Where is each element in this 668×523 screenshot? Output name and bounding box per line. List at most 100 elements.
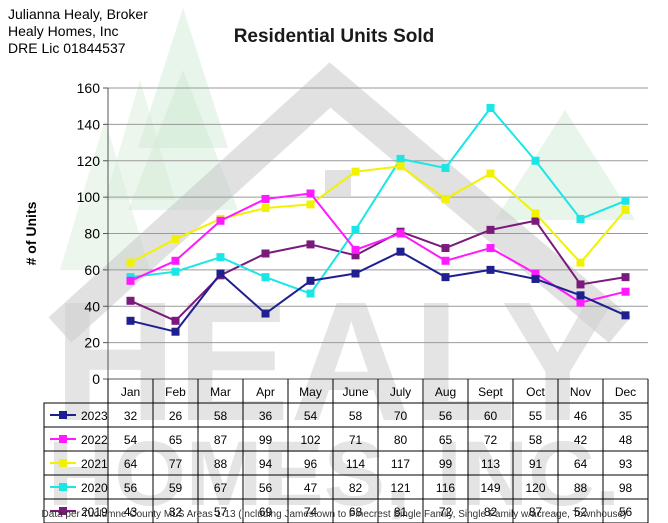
broker-license: DRE Lic 01844537: [8, 40, 126, 56]
data-point-2021: [126, 258, 135, 267]
data-point-2020: [171, 267, 180, 276]
table-cell-value: 94: [259, 457, 273, 471]
y-tick-label: 100: [77, 189, 101, 205]
data-point-2020: [216, 253, 225, 262]
legend-marker-2020: [59, 483, 67, 491]
table-cell-value: 43: [124, 505, 138, 519]
legend-label: 2023: [81, 409, 108, 423]
legend-label: 2019: [81, 505, 108, 519]
chart-title: Residential Units Sold: [233, 26, 435, 47]
legend-marker-2021: [59, 459, 67, 467]
category-label: Apr: [256, 385, 275, 399]
table-cell-value: 81: [394, 505, 408, 519]
table-cell-value: 87: [214, 433, 228, 447]
table-cell-value: 98: [619, 481, 633, 495]
data-point-2020: [396, 154, 405, 163]
table-cell-value: 80: [394, 433, 408, 447]
legend-marker-2019: [59, 507, 67, 515]
category-label: Oct: [526, 385, 545, 399]
series-line-2022: [130, 192, 626, 304]
data-point-2022: [351, 245, 360, 254]
series-line-2023: [130, 250, 626, 333]
data-point-2019: [261, 249, 270, 258]
table-cell-value: 56: [259, 481, 273, 495]
table-cell-value: 120: [525, 481, 545, 495]
data-point-2019: [531, 216, 540, 225]
legend-marker-2022: [59, 435, 67, 443]
data-point-2023: [306, 276, 315, 285]
category-label: Aug: [435, 385, 456, 399]
table-cell-value: 67: [214, 481, 228, 495]
table-cell-value: 114: [346, 457, 365, 471]
table-cell-value: 56: [439, 409, 453, 423]
y-tick-label: 20: [84, 335, 100, 351]
y-tick-label: 120: [77, 153, 101, 169]
tree-shape: [60, 120, 150, 270]
data-point-2022: [126, 276, 135, 285]
table-cell-value: 82: [484, 505, 498, 519]
legend-label: 2021: [81, 457, 108, 471]
table-cell-value: 65: [439, 433, 453, 447]
data-point-2022: [621, 287, 630, 296]
table-cell-value: 42: [574, 433, 588, 447]
watermark-text-line2: HOMES, INC.: [48, 423, 620, 523]
y-tick-label: 60: [84, 262, 100, 278]
data-point-2022: [306, 189, 315, 198]
table-cell-value: 32: [169, 505, 183, 519]
series-line-2020: [130, 107, 626, 295]
table-cell-value: 116: [436, 481, 455, 495]
table-cell-value: 72: [439, 505, 453, 519]
data-point-2020: [351, 225, 360, 234]
table-cell-value: 113: [481, 457, 500, 471]
data-point-2023: [126, 316, 135, 325]
legend-marker-2023: [59, 411, 67, 419]
category-label: Feb: [165, 385, 186, 399]
data-point-2021: [351, 167, 360, 176]
table-cell-value: 35: [619, 409, 633, 423]
data-point-2023: [216, 269, 225, 278]
category-label: Mar: [210, 385, 231, 399]
table-cell-value: 60: [484, 409, 498, 423]
category-label: Sept: [478, 385, 503, 399]
table-cell-value: 96: [304, 457, 318, 471]
table-cell-value: 56: [619, 505, 633, 519]
category-label: Jan: [121, 385, 140, 399]
table-cell-value: 58: [529, 433, 543, 447]
y-tick-label: 160: [77, 80, 101, 96]
broker-info: Julianna Healy, Broker Healy Homes, Inc …: [8, 6, 148, 57]
data-source-note: Data per Tuolumne County MLS Areas 1-13 …: [41, 509, 627, 520]
data-point-2019: [486, 225, 495, 234]
data-point-2021: [306, 200, 315, 209]
data-point-2020: [486, 104, 495, 113]
legend-label: 2022: [81, 433, 108, 447]
table-cell-value: 36: [259, 409, 273, 423]
data-point-2019: [576, 280, 585, 289]
table-cell-value: 59: [169, 481, 183, 495]
table-cell-value: 88: [214, 457, 228, 471]
data-point-2020: [441, 164, 450, 173]
data-point-2023: [621, 311, 630, 320]
data-point-2022: [486, 244, 495, 253]
y-axis-label: # of Units: [23, 201, 39, 265]
table-cell-value: 82: [349, 481, 363, 495]
table-cell-value: 64: [574, 457, 588, 471]
table-cell-value: 56: [124, 481, 138, 495]
data-point-2021: [621, 205, 630, 214]
roof-shape: [48, 62, 631, 343]
data-point-2020: [306, 289, 315, 298]
table-cell-value: 102: [300, 433, 320, 447]
table-cell-value: 68: [349, 505, 363, 519]
data-point-2023: [486, 265, 495, 274]
table-cell-value: 57: [214, 505, 228, 519]
table-cell-value: 54: [124, 433, 138, 447]
table-cell-value: 91: [529, 457, 543, 471]
data-point-2022: [576, 298, 585, 307]
data-point-2021: [486, 169, 495, 178]
table-cell-value: 117: [391, 457, 410, 471]
tree-shape: [138, 8, 228, 148]
data-table: Jan Feb Mar Apr May June July Aug Sept Oct Nov Dec 2…: [43, 379, 649, 523]
table-cell-value: 58: [214, 409, 228, 423]
